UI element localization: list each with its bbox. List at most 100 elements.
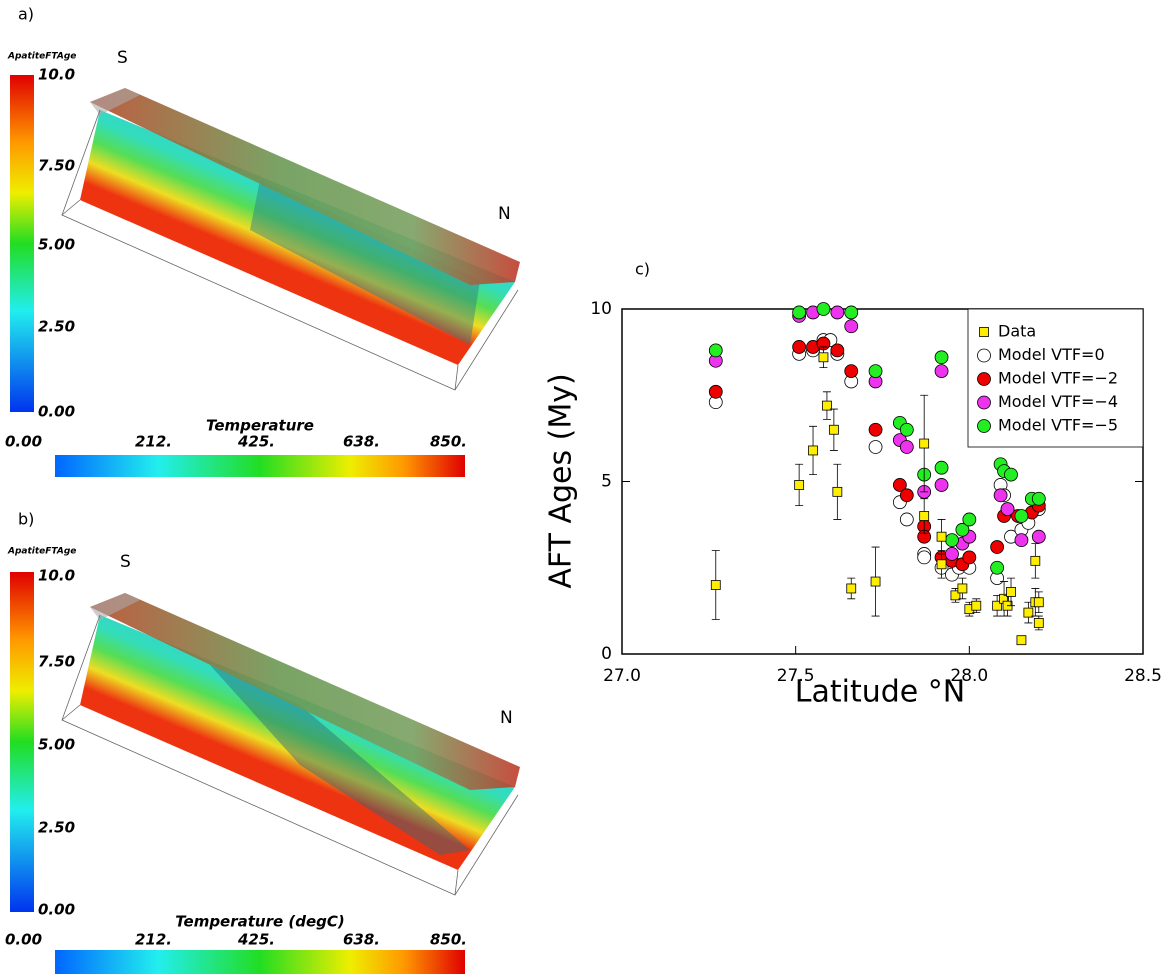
data-point bbox=[945, 533, 959, 548]
data-point bbox=[1016, 635, 1027, 646]
data-point bbox=[899, 488, 914, 503]
data-point bbox=[990, 540, 1005, 554]
x-tick-label: 27.5 bbox=[777, 666, 815, 686]
legend-label: Data bbox=[998, 322, 1036, 341]
model-render bbox=[61, 593, 520, 896]
south-label: S bbox=[120, 552, 131, 572]
data-point bbox=[868, 422, 883, 437]
x-tick-label: 27.0 bbox=[603, 666, 641, 686]
y-tick-label: 5 bbox=[601, 472, 612, 492]
data-point bbox=[844, 305, 859, 320]
x-tick-label: 28.0 bbox=[950, 666, 988, 686]
y-tick-label: 0 bbox=[601, 644, 612, 664]
plot-area: 27.0 27.5 28.0 28.5 0 5 10 Data Model VTF=0 Model… bbox=[590, 299, 1162, 686]
data-point bbox=[844, 319, 859, 334]
data-point bbox=[899, 422, 914, 437]
temperature-tick: 212. bbox=[135, 931, 172, 949]
legend-marker bbox=[977, 395, 991, 410]
colorbar-tick: 0.00 bbox=[38, 403, 75, 421]
temperature-tick: 425. bbox=[237, 433, 275, 451]
data-point bbox=[1023, 607, 1034, 618]
colorbar-tick: 2.50 bbox=[38, 318, 75, 336]
panel-label: b) bbox=[18, 510, 34, 529]
panel-label: c) bbox=[635, 260, 650, 279]
data-point bbox=[870, 576, 881, 587]
temperature-tick: 425. bbox=[237, 931, 275, 949]
x-axis-label: Latitude °N bbox=[795, 675, 965, 710]
y-tick-label: 10 bbox=[590, 299, 612, 319]
data-point bbox=[816, 302, 831, 316]
colorbar-title: ApatiteFTAge bbox=[7, 547, 76, 557]
colorbar-tick: 10.0 bbox=[38, 66, 75, 84]
data-point bbox=[1004, 467, 1018, 482]
legend-marker bbox=[979, 327, 989, 337]
colorbar bbox=[10, 572, 34, 912]
data-point bbox=[846, 583, 857, 594]
data-point bbox=[962, 512, 977, 527]
temperature-tick: 850. bbox=[430, 931, 467, 949]
temperature-colorbar bbox=[55, 455, 465, 477]
data-point bbox=[1030, 555, 1041, 566]
data-point bbox=[830, 343, 845, 358]
data-point bbox=[792, 305, 807, 320]
north-label: N bbox=[498, 204, 511, 224]
legend-label: Model VTF=0 bbox=[998, 345, 1105, 364]
data-point bbox=[945, 547, 959, 561]
data-point bbox=[1000, 502, 1015, 517]
temperature-tick: 638. bbox=[343, 433, 380, 451]
legend-label: Model VTF=−2 bbox=[998, 369, 1118, 388]
temperature-tick: 0.00 bbox=[5, 433, 42, 451]
colorbar-tick: 5.00 bbox=[38, 236, 75, 254]
data-point bbox=[1033, 618, 1044, 628]
data-point bbox=[868, 364, 883, 379]
data-point bbox=[830, 305, 845, 320]
data-point bbox=[934, 364, 949, 379]
colorbar-title: ApatiteFTAge bbox=[7, 52, 76, 62]
colorbar-tick: 2.50 bbox=[38, 819, 75, 837]
data-point bbox=[919, 438, 930, 449]
data-point bbox=[919, 511, 930, 521]
data-point bbox=[710, 580, 721, 590]
legend-box bbox=[967, 308, 1144, 448]
data-point bbox=[1031, 491, 1046, 506]
data-point bbox=[708, 384, 723, 399]
data-point bbox=[708, 343, 723, 358]
data-point bbox=[934, 350, 949, 365]
data-point bbox=[1014, 509, 1029, 523]
data-point bbox=[868, 440, 883, 454]
data-point bbox=[971, 600, 982, 611]
data-point bbox=[818, 352, 829, 363]
data-point bbox=[993, 488, 1008, 503]
panel-label: a) bbox=[18, 5, 34, 24]
data-point bbox=[832, 486, 843, 497]
temperature-title: Temperature (degC) bbox=[175, 913, 345, 931]
data-point bbox=[957, 583, 968, 594]
model-render bbox=[61, 88, 520, 391]
data-point bbox=[794, 480, 805, 490]
legend-label: Model VTF=−4 bbox=[998, 392, 1118, 411]
colorbar-tick: 10.0 bbox=[38, 567, 75, 585]
north-label: N bbox=[500, 708, 513, 728]
data-point bbox=[936, 531, 947, 542]
data-point bbox=[899, 440, 914, 454]
data-point bbox=[1014, 533, 1029, 548]
data-point bbox=[899, 512, 914, 527]
temperature-title: Temperature bbox=[206, 417, 314, 435]
data-point bbox=[950, 590, 961, 601]
data-point bbox=[792, 340, 807, 354]
data-point bbox=[962, 550, 977, 565]
data-point bbox=[844, 364, 859, 379]
legend-marker bbox=[977, 348, 991, 363]
data-point bbox=[828, 424, 839, 435]
temperature-colorbar bbox=[55, 950, 465, 974]
panel-a: a) ApatiteFTAge 10.0 7.50 5.00 2.50 0.00… bbox=[5, 5, 520, 477]
legend: Data Model VTF=0 Model VTF=−2 Model VTF=−4 M… bbox=[967, 308, 1144, 448]
legend-marker bbox=[977, 419, 991, 433]
data-point bbox=[934, 478, 949, 492]
data-point bbox=[990, 560, 1005, 575]
colorbar-tick: 7.50 bbox=[38, 653, 75, 671]
colorbar bbox=[10, 75, 34, 412]
data-point bbox=[892, 478, 907, 492]
temperature-tick: 212. bbox=[135, 433, 172, 451]
